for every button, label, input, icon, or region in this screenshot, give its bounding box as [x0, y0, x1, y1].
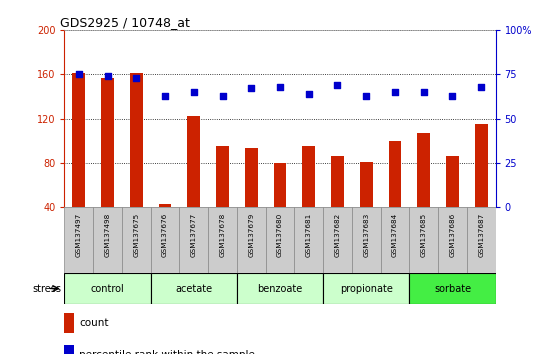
Text: control: control	[91, 284, 124, 293]
Bar	[409, 207, 438, 273]
Text: GSM137497: GSM137497	[76, 212, 82, 257]
Bar	[438, 207, 467, 273]
Text: GSM137675: GSM137675	[133, 212, 139, 257]
Bar	[237, 273, 323, 304]
Bar	[475, 124, 488, 251]
Bar	[179, 207, 208, 273]
Point	[477, 84, 486, 90]
Text: GDS2925 / 10748_at: GDS2925 / 10748_at	[60, 16, 190, 29]
Bar	[352, 207, 381, 273]
Text: GSM137687: GSM137687	[478, 212, 484, 257]
Bar	[467, 207, 496, 273]
Bar	[64, 344, 74, 354]
Bar	[295, 207, 323, 273]
Point	[161, 93, 170, 98]
Point	[362, 93, 371, 98]
Text: benzoate: benzoate	[258, 284, 302, 293]
Bar	[245, 148, 258, 251]
Bar	[381, 207, 409, 273]
Text: GSM137677: GSM137677	[191, 212, 197, 257]
Bar	[265, 207, 295, 273]
Text: GSM137682: GSM137682	[334, 212, 340, 257]
Bar	[64, 313, 74, 333]
Bar	[151, 207, 179, 273]
Text: GSM137686: GSM137686	[450, 212, 455, 257]
Text: GSM137676: GSM137676	[162, 212, 168, 257]
Bar	[93, 207, 122, 273]
Text: count: count	[80, 318, 109, 328]
Text: GSM137678: GSM137678	[220, 212, 226, 257]
Bar	[360, 162, 373, 251]
Bar	[208, 207, 237, 273]
Text: GSM137685: GSM137685	[421, 212, 427, 257]
Bar	[64, 273, 151, 304]
Text: GSM137680: GSM137680	[277, 212, 283, 257]
Point	[448, 93, 457, 98]
Text: percentile rank within the sample: percentile rank within the sample	[80, 350, 255, 354]
Bar	[323, 207, 352, 273]
Point	[103, 73, 112, 79]
Text: GSM137684: GSM137684	[392, 212, 398, 257]
Bar	[122, 207, 151, 273]
Point	[304, 91, 313, 97]
Point	[74, 72, 83, 77]
Bar	[158, 204, 171, 251]
Point	[390, 89, 399, 95]
Point	[276, 84, 284, 90]
Bar	[446, 156, 459, 251]
Bar	[409, 273, 496, 304]
Point	[419, 89, 428, 95]
Point	[247, 86, 256, 91]
Point	[189, 89, 198, 95]
Point	[218, 93, 227, 98]
Text: sorbate: sorbate	[434, 284, 471, 293]
Bar	[101, 78, 114, 251]
Bar	[237, 207, 265, 273]
Bar	[331, 156, 344, 251]
Text: GSM137679: GSM137679	[248, 212, 254, 257]
Bar	[64, 207, 93, 273]
Bar	[273, 163, 287, 251]
Bar	[417, 133, 430, 251]
Text: propionate: propionate	[340, 284, 393, 293]
Bar	[216, 146, 229, 251]
Text: acetate: acetate	[175, 284, 212, 293]
Bar	[151, 273, 237, 304]
Bar	[302, 146, 315, 251]
Text: stress: stress	[32, 284, 62, 293]
Bar	[72, 73, 85, 251]
Bar	[187, 116, 200, 251]
Text: GSM137498: GSM137498	[105, 212, 110, 257]
Bar	[323, 273, 409, 304]
Bar	[389, 141, 402, 251]
Point	[132, 75, 141, 81]
Text: GSM137683: GSM137683	[363, 212, 369, 257]
Bar	[130, 73, 143, 251]
Point	[333, 82, 342, 88]
Text: GSM137681: GSM137681	[306, 212, 312, 257]
